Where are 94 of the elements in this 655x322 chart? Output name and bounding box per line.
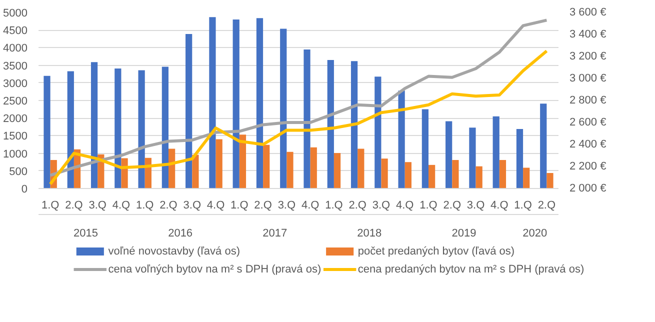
x-tick-label: 4.Q <box>112 200 131 212</box>
y-tick-label: 4500 <box>3 25 28 38</box>
y2-tick-label: 3 200 € <box>570 50 606 62</box>
bar <box>90 62 98 188</box>
line-series <box>48 50 548 186</box>
bar <box>334 152 341 188</box>
bar <box>304 49 310 188</box>
bar <box>499 160 506 188</box>
legend-label: počet predaných bytov (ľavá os) <box>358 246 515 258</box>
y-tick-label: 1500 <box>3 130 28 143</box>
text: 2019 <box>452 228 476 240</box>
bar <box>121 158 128 188</box>
bar <box>216 139 222 188</box>
bar <box>327 60 334 188</box>
x-tick-label: 2.Q <box>254 200 272 212</box>
legend-label: cena voľných bytov na m² s DPH (pravá os) <box>108 264 322 276</box>
y2-tick-label: 2 200 € <box>570 160 606 172</box>
x-tick-label: 3.Q <box>88 200 107 212</box>
x-tick-label: 3.Q <box>183 200 202 212</box>
text: 2020 <box>522 228 548 240</box>
x-tick-label: 2.Q <box>443 200 462 212</box>
bar <box>469 128 476 188</box>
line-series <box>48 18 548 177</box>
bar <box>256 18 264 188</box>
text: 2018 <box>357 228 382 240</box>
bar <box>239 134 246 188</box>
bar <box>232 20 240 188</box>
y2-tick-label: 2 600 € <box>570 116 606 128</box>
y2-tick-label: 2 400 € <box>570 138 606 150</box>
bar <box>374 76 382 188</box>
bar <box>44 76 50 188</box>
y-tick-label: 500 <box>9 166 28 178</box>
bar <box>446 121 452 188</box>
bar <box>280 28 287 188</box>
bar <box>428 164 436 188</box>
x-tick-label: 2.Q <box>65 200 84 212</box>
x-tick-label: 4.Q <box>396 200 414 212</box>
y-tick-label: 2000 <box>3 113 28 126</box>
bar <box>263 144 270 188</box>
x-tick-label: 1.Q <box>514 200 532 212</box>
y2-tick-label: 3 600 € <box>570 6 606 18</box>
bar <box>452 160 459 188</box>
x-tick-label: 1.Q <box>420 200 438 212</box>
bar <box>492 116 500 188</box>
text: 2016 <box>168 228 193 240</box>
y-tick-label: 0 <box>21 184 28 196</box>
y-tick-label: 2500 <box>3 96 28 108</box>
y2-tick-label: 3 000 € <box>570 72 606 84</box>
bar <box>67 71 74 188</box>
bar <box>540 104 547 188</box>
bar <box>209 17 216 188</box>
x-tick-label: 3.Q <box>372 200 391 212</box>
x-tick-label: 2.Q <box>538 200 556 212</box>
x-tick-label: 2.Q <box>160 200 178 212</box>
text: 2017 <box>262 228 288 240</box>
x-tick-label: 4.Q <box>301 200 320 212</box>
bar <box>138 70 145 188</box>
legend-label: cena predaných bytov na m² s DPH (pravá os) <box>358 264 584 276</box>
y-tick-label: 4000 <box>3 42 28 55</box>
legend-label: voľné novostavby (ľavá os) <box>108 246 240 258</box>
bar <box>358 148 364 188</box>
x-tick-label: 4.Q <box>206 200 226 212</box>
bar <box>192 154 199 188</box>
bar <box>546 173 554 188</box>
y-tick-label: 3000 <box>3 78 28 90</box>
bar <box>523 168 530 188</box>
bar <box>186 34 192 188</box>
y-tick-label: 3500 <box>3 60 28 72</box>
x-tick-label: 3.Q <box>466 200 486 212</box>
bar <box>422 109 428 188</box>
bar <box>168 148 176 188</box>
y-tick-label: 5000 <box>3 8 28 20</box>
bar <box>516 129 524 188</box>
y-tick-label: 1000 <box>3 148 28 160</box>
x-tick-label: 3.Q <box>278 200 296 212</box>
bar <box>286 152 294 188</box>
y2-tick-label: 2 000 € <box>570 182 606 194</box>
x-tick-label: 4.Q <box>490 200 509 212</box>
x-tick-label: 1.Q <box>325 200 344 212</box>
bar <box>310 147 317 188</box>
bar <box>404 162 412 188</box>
bar <box>381 158 388 188</box>
y2-tick-label: 2 800 € <box>570 94 606 106</box>
bar <box>350 61 358 188</box>
bar <box>476 166 482 188</box>
bar <box>398 90 405 188</box>
y2-tick-label: 3 400 € <box>570 28 606 40</box>
bar <box>162 66 168 188</box>
x-tick-label: 1.Q <box>230 200 249 212</box>
bar <box>114 68 122 188</box>
x-tick-label: 1.Q <box>41 200 60 212</box>
text: 2015 <box>74 228 98 240</box>
x-tick-label: 1.Q <box>136 200 154 212</box>
x-tick-label: 2.Q <box>348 200 367 212</box>
